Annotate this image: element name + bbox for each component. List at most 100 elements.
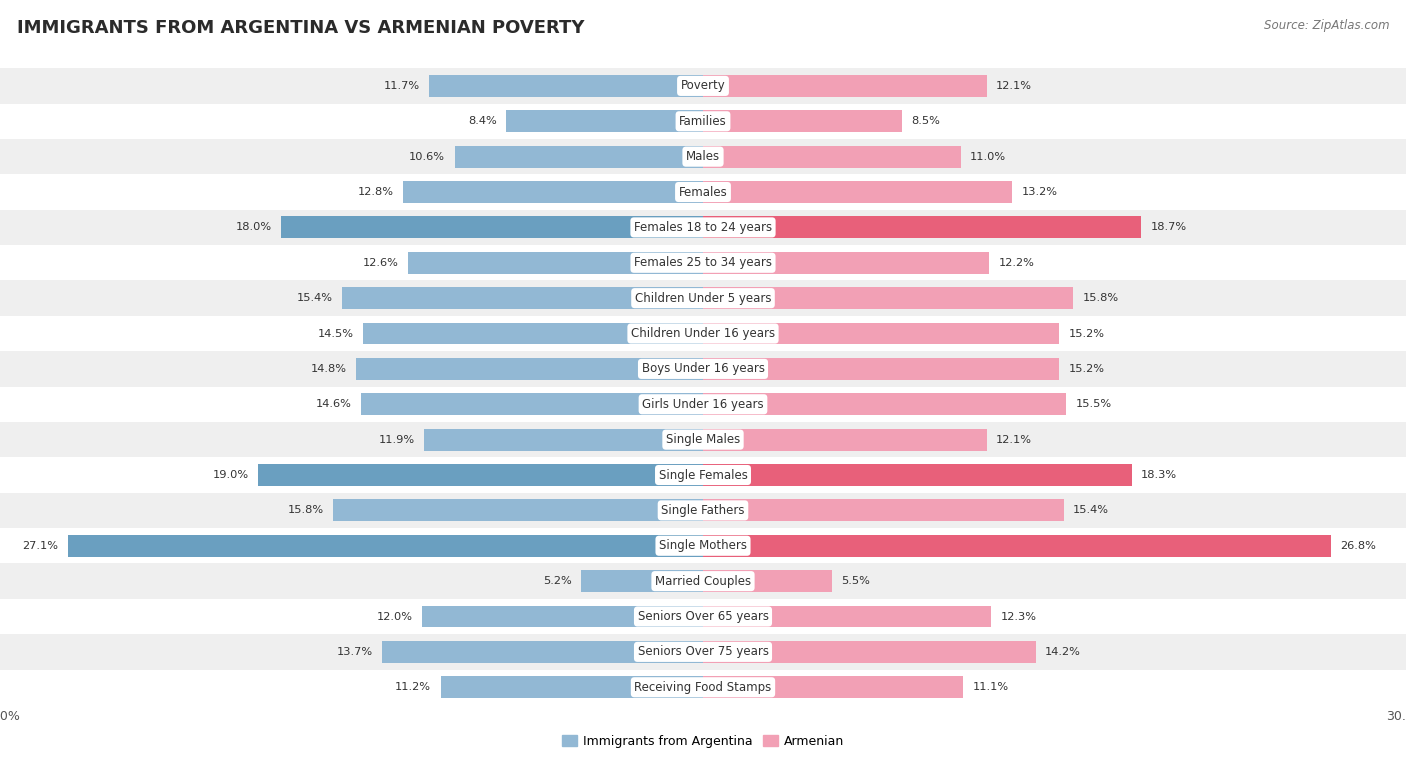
Text: 11.7%: 11.7% [384, 81, 419, 91]
Bar [404, 181, 703, 203]
Bar [703, 323, 1059, 344]
Text: Single Females: Single Females [658, 468, 748, 481]
Text: 18.7%: 18.7% [1150, 222, 1187, 233]
Bar [0, 634, 1406, 669]
Text: 18.3%: 18.3% [1142, 470, 1177, 480]
Bar [703, 252, 988, 274]
Text: 5.5%: 5.5% [841, 576, 870, 586]
Bar [703, 464, 1132, 486]
Bar [703, 641, 1036, 662]
Bar [703, 606, 991, 628]
Text: 12.6%: 12.6% [363, 258, 398, 268]
Bar [382, 641, 703, 662]
Bar [0, 387, 1406, 422]
Bar [440, 676, 703, 698]
Bar [703, 217, 1142, 238]
Text: Males: Males [686, 150, 720, 163]
Bar [703, 570, 832, 592]
Text: Females 25 to 34 years: Females 25 to 34 years [634, 256, 772, 269]
Text: 11.1%: 11.1% [973, 682, 1008, 692]
Bar [703, 500, 1064, 522]
Bar [0, 457, 1406, 493]
Bar [0, 669, 1406, 705]
Text: 14.5%: 14.5% [318, 328, 354, 339]
Text: Boys Under 16 years: Boys Under 16 years [641, 362, 765, 375]
Bar [0, 210, 1406, 245]
Text: 11.9%: 11.9% [378, 434, 415, 445]
Bar [0, 351, 1406, 387]
Text: Single Males: Single Males [666, 433, 740, 446]
Text: Children Under 16 years: Children Under 16 years [631, 327, 775, 340]
Text: 11.2%: 11.2% [395, 682, 432, 692]
Text: Families: Families [679, 114, 727, 128]
Text: Seniors Over 65 years: Seniors Over 65 years [637, 610, 769, 623]
Bar [333, 500, 703, 522]
Text: 12.1%: 12.1% [995, 81, 1032, 91]
Bar [257, 464, 703, 486]
Text: 14.8%: 14.8% [311, 364, 347, 374]
Bar [506, 111, 703, 132]
Bar [408, 252, 703, 274]
Bar [0, 493, 1406, 528]
Bar [281, 217, 703, 238]
Bar [0, 245, 1406, 280]
Bar [0, 68, 1406, 104]
Bar [703, 676, 963, 698]
Text: 15.4%: 15.4% [297, 293, 333, 303]
Text: 8.4%: 8.4% [468, 116, 496, 127]
Bar [356, 358, 703, 380]
Text: 15.8%: 15.8% [287, 506, 323, 515]
Text: 14.2%: 14.2% [1045, 647, 1081, 657]
Text: Poverty: Poverty [681, 80, 725, 92]
Text: Children Under 5 years: Children Under 5 years [634, 292, 772, 305]
Text: 12.0%: 12.0% [377, 612, 412, 622]
Bar [363, 323, 703, 344]
Bar [0, 280, 1406, 316]
Bar [342, 287, 703, 309]
Bar [422, 606, 703, 628]
Bar [0, 599, 1406, 634]
Bar [0, 174, 1406, 210]
Text: Seniors Over 75 years: Seniors Over 75 years [637, 645, 769, 659]
Text: 12.1%: 12.1% [995, 434, 1032, 445]
Bar [703, 393, 1066, 415]
Text: 13.2%: 13.2% [1022, 187, 1057, 197]
Text: Single Fathers: Single Fathers [661, 504, 745, 517]
Text: Girls Under 16 years: Girls Under 16 years [643, 398, 763, 411]
Text: 13.7%: 13.7% [336, 647, 373, 657]
Bar [703, 287, 1073, 309]
Text: Single Mothers: Single Mothers [659, 539, 747, 553]
Bar [581, 570, 703, 592]
Text: 12.8%: 12.8% [357, 187, 394, 197]
Text: Females: Females [679, 186, 727, 199]
Text: 10.6%: 10.6% [409, 152, 446, 161]
Text: 12.2%: 12.2% [998, 258, 1035, 268]
Text: Source: ZipAtlas.com: Source: ZipAtlas.com [1264, 19, 1389, 32]
Bar [0, 563, 1406, 599]
Text: 19.0%: 19.0% [212, 470, 249, 480]
Text: 15.2%: 15.2% [1069, 364, 1105, 374]
Bar [0, 139, 1406, 174]
Bar [0, 422, 1406, 457]
Bar [703, 181, 1012, 203]
Bar [703, 146, 960, 168]
Text: Receiving Food Stamps: Receiving Food Stamps [634, 681, 772, 694]
Legend: Immigrants from Argentina, Armenian: Immigrants from Argentina, Armenian [557, 730, 849, 753]
Bar [454, 146, 703, 168]
Text: 14.6%: 14.6% [315, 399, 352, 409]
Bar [703, 429, 987, 450]
Bar [703, 111, 903, 132]
Text: 18.0%: 18.0% [236, 222, 271, 233]
Text: 15.4%: 15.4% [1073, 506, 1109, 515]
Text: 8.5%: 8.5% [911, 116, 941, 127]
Text: 15.8%: 15.8% [1083, 293, 1119, 303]
Text: 5.2%: 5.2% [543, 576, 572, 586]
Bar [67, 535, 703, 556]
Text: 15.5%: 15.5% [1076, 399, 1112, 409]
Bar [361, 393, 703, 415]
Text: 27.1%: 27.1% [22, 540, 59, 551]
Text: IMMIGRANTS FROM ARGENTINA VS ARMENIAN POVERTY: IMMIGRANTS FROM ARGENTINA VS ARMENIAN PO… [17, 19, 585, 37]
Bar [0, 104, 1406, 139]
Text: 12.3%: 12.3% [1001, 612, 1036, 622]
Text: Females 18 to 24 years: Females 18 to 24 years [634, 221, 772, 234]
